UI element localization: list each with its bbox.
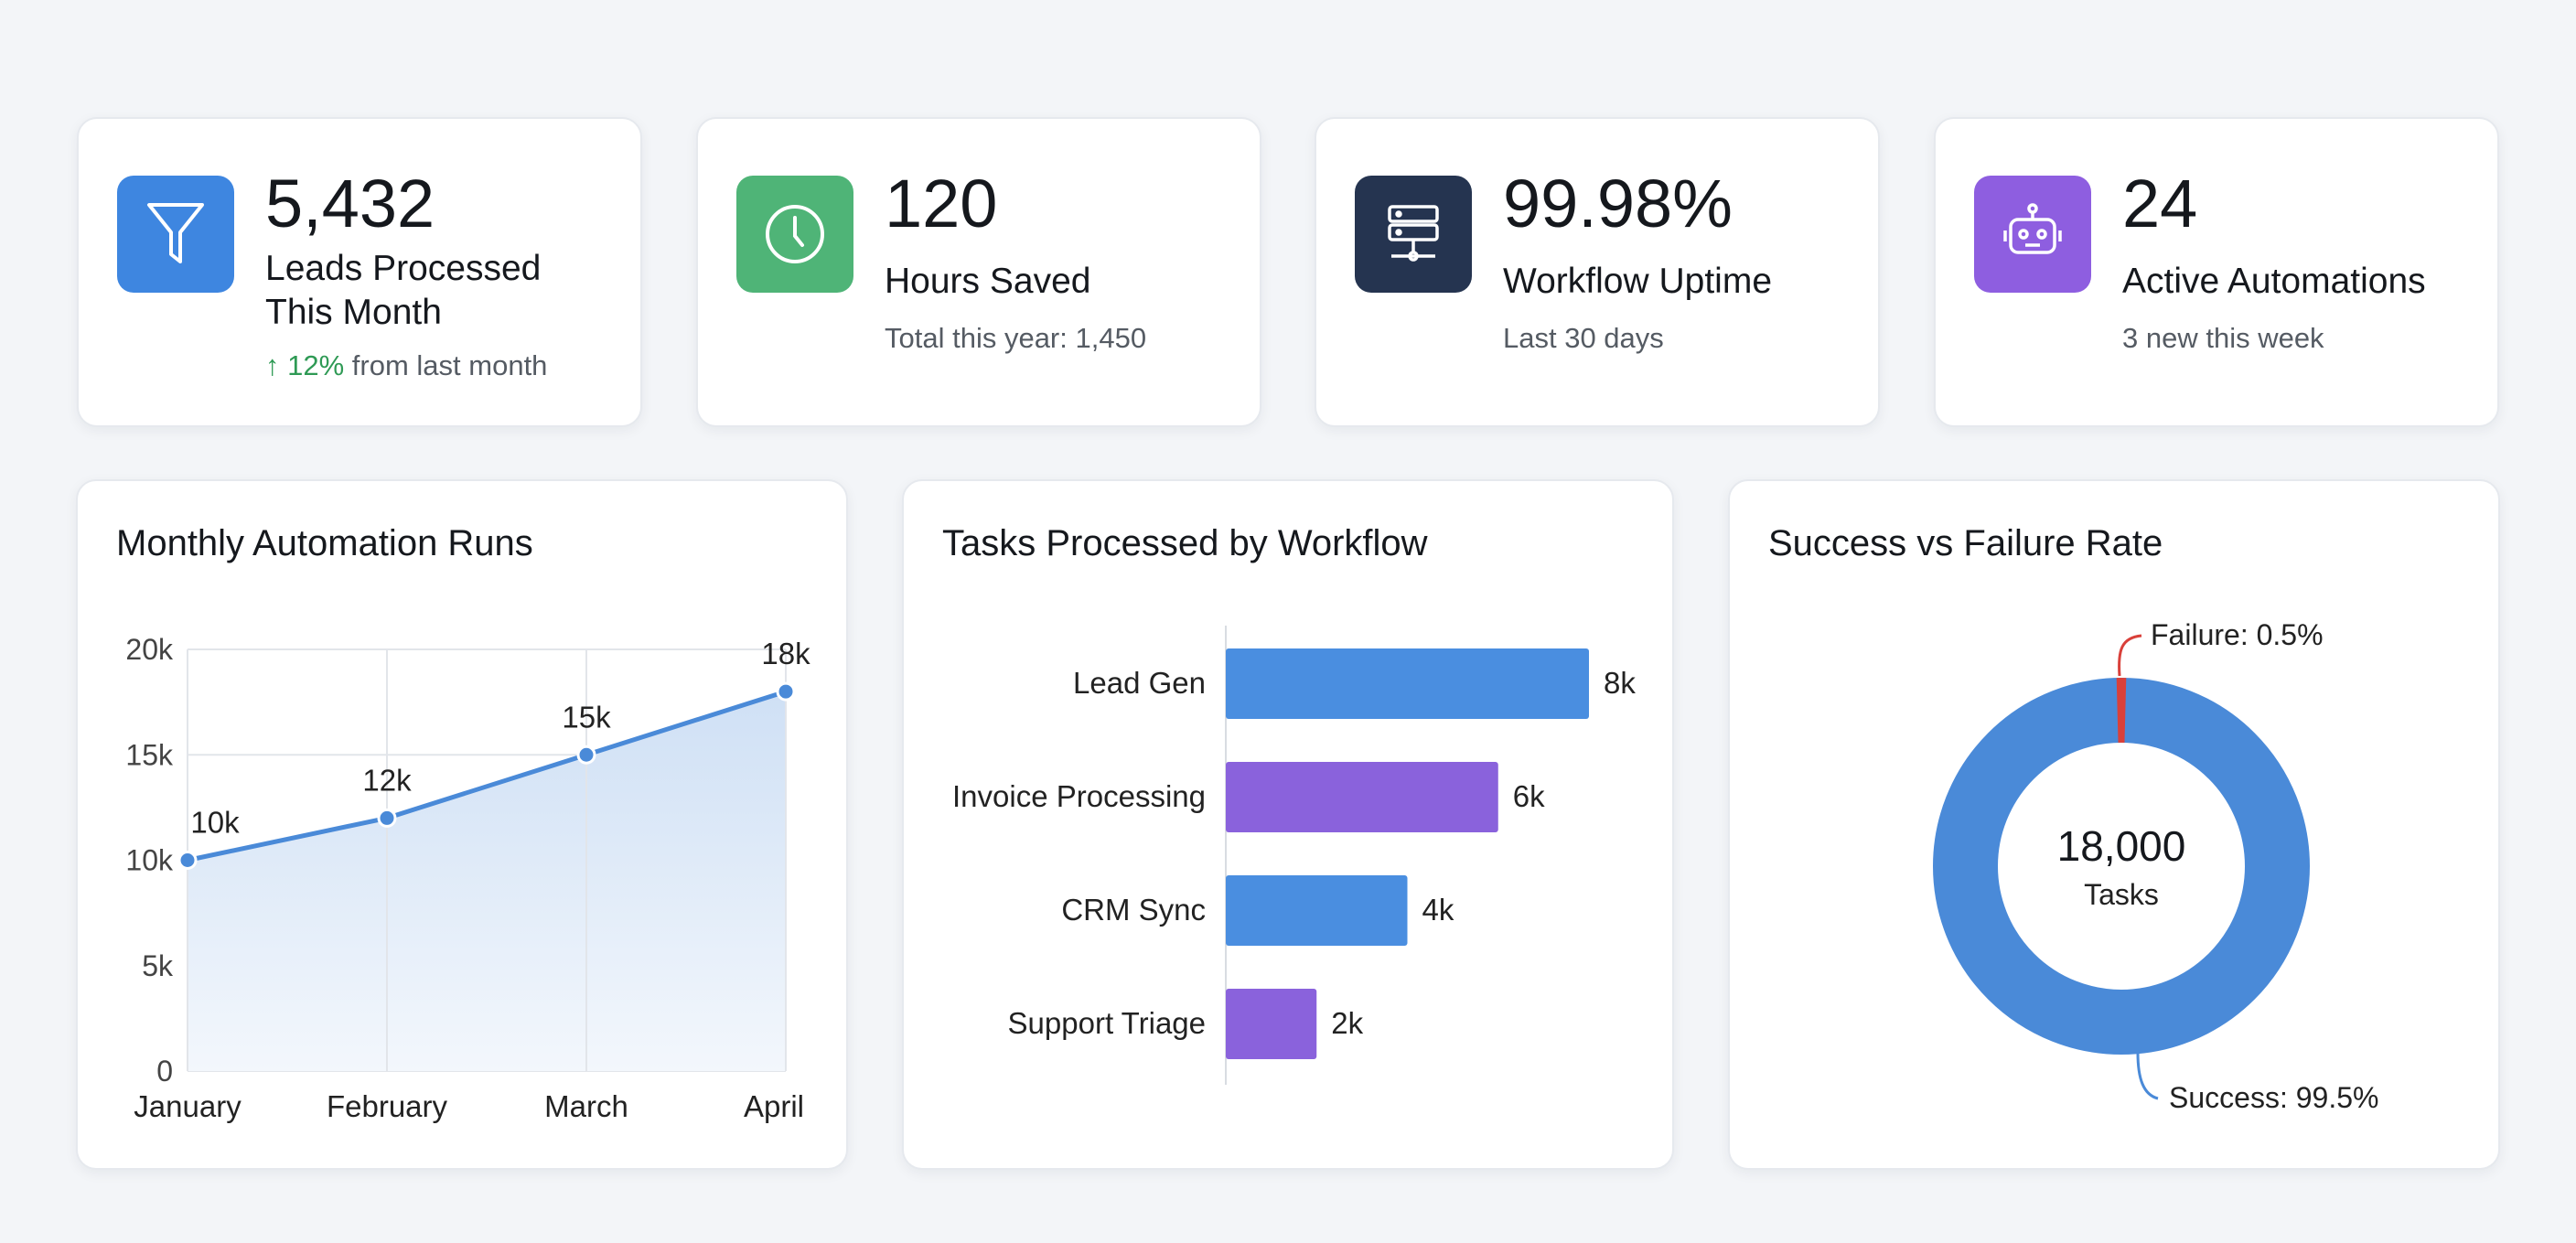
chart-title: Monthly Automation Runs — [116, 523, 533, 563]
chart-title: Tasks Processed by Workflow — [942, 523, 1428, 563]
kpi-value: 5,432 — [265, 166, 435, 241]
kpi-sub: Last 30 days — [1503, 322, 1664, 354]
server-icon — [1355, 176, 1472, 293]
bar-chart-panel: Tasks Processed by Workflow Lead Gen 8k In… — [902, 479, 1674, 1170]
data-label: 18k — [761, 637, 810, 670]
category-label: Lead Gen — [1073, 666, 1206, 700]
kpi-value: 99.98% — [1503, 166, 1733, 241]
data-label: 4k — [1422, 893, 1454, 927]
kpi-label: Workflow Uptime — [1503, 262, 1773, 301]
donut-chart-panel: Success vs Failure Rate 18,000 Tasks Failu… — [1728, 479, 2500, 1170]
kpi-card-uptime: 99.98% Workflow Uptime Last 30 days — [1315, 117, 1880, 427]
data-point — [377, 808, 397, 828]
y-tick-label: 0 — [156, 1055, 173, 1088]
series-line — [187, 689, 787, 863]
category-label: CRM Sync — [1061, 893, 1206, 927]
line-chart-panel: Monthly Automation Runs 0 5k 10k 15k 20k Janu… — [76, 479, 848, 1170]
line-chart: 0 5k 10k 15k 20k January February March April 10k… — [125, 633, 810, 1123]
data-label: 2k — [1331, 1006, 1363, 1040]
kpi-label: This Month — [265, 293, 442, 332]
category-label: Support Triage — [1008, 1006, 1206, 1040]
leader-line — [2118, 634, 2142, 677]
center-label: Tasks — [2084, 878, 2159, 911]
data-label: 12k — [362, 763, 412, 797]
x-tick-label: January — [134, 1089, 242, 1123]
bar — [1226, 762, 1498, 832]
clock-icon — [736, 176, 853, 293]
center-value: 18,000 — [2057, 822, 2186, 870]
kpi-sub: Total this year: 1,450 — [885, 322, 1147, 354]
success-label: Success: 99.5% — [2169, 1081, 2378, 1114]
bar-chart: Lead Gen 8k Invoice Processing 6k CRM Sync 4k… — [952, 626, 1636, 1085]
robot-icon — [1974, 176, 2091, 293]
bar — [1226, 648, 1589, 719]
data-label: 15k — [562, 700, 611, 734]
kpi-value: 120 — [885, 166, 998, 241]
y-tick-label: 20k — [125, 633, 174, 666]
data-label: 10k — [190, 806, 240, 840]
failure-label: Failure: 0.5% — [2151, 618, 2324, 651]
data-point — [576, 745, 596, 765]
y-tick-label: 15k — [125, 738, 174, 771]
data-label: 8k — [1604, 666, 1636, 700]
category-label: Invoice Processing — [952, 779, 1206, 813]
kpi-trend: ↑ 12% from last month — [265, 349, 548, 381]
y-tick-label: 5k — [142, 949, 174, 982]
leader-line — [2136, 1052, 2159, 1100]
kpi-card-leads: 5,432 Leads Processed This Month ↑ 12% f… — [77, 117, 642, 427]
funnel-icon — [117, 176, 234, 293]
donut-chart: 18,000 Tasks Failure: 0.5% Success: 99.5% — [1933, 618, 2378, 1114]
y-tick-label: 10k — [125, 844, 174, 877]
kpi-value: 24 — [2122, 166, 2198, 241]
kpi-label: Hours Saved — [885, 262, 1091, 301]
x-tick-label: March — [544, 1089, 628, 1123]
kpi-label: Leads Processed — [265, 249, 542, 288]
x-tick-label: April — [744, 1089, 804, 1123]
data-label: 6k — [1513, 779, 1545, 813]
kpi-card-automations: 24 Active Automations 3 new this week — [1934, 117, 2499, 427]
chart-title: Success vs Failure Rate — [1768, 523, 2163, 563]
area-fill — [188, 691, 786, 1071]
x-tick-label: February — [327, 1089, 448, 1123]
kpi-card-hours: 120 Hours Saved Total this year: 1,450 — [696, 117, 1261, 427]
kpi-label: Active Automations — [2122, 262, 2426, 301]
kpi-sub: 3 new this week — [2122, 322, 2324, 354]
data-point — [776, 681, 796, 702]
bar — [1226, 875, 1408, 946]
bar — [1226, 989, 1317, 1059]
data-point — [177, 851, 198, 870]
arrow-up-icon: ↑ — [265, 349, 280, 381]
